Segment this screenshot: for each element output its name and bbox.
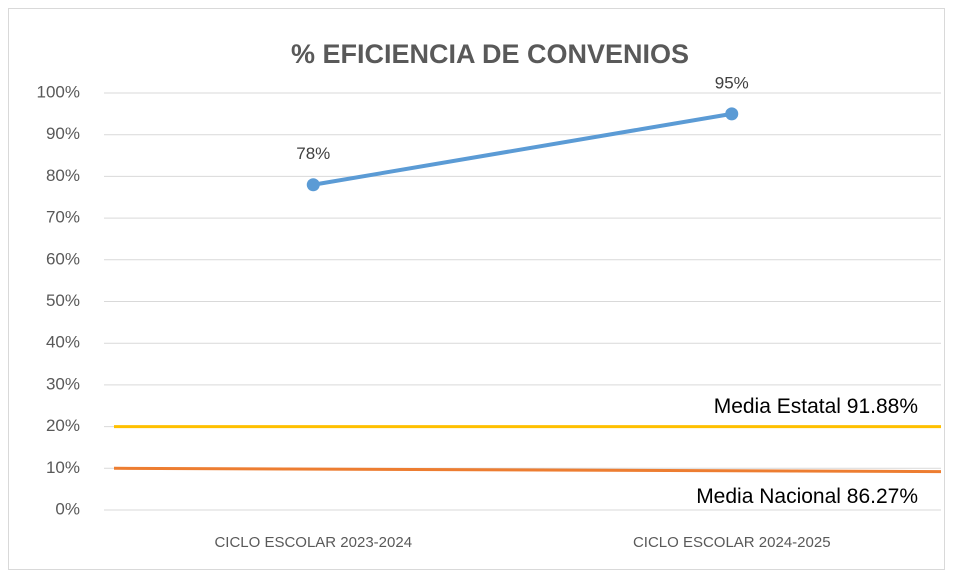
y-tick-label: 40% (46, 333, 80, 352)
y-tick-label: 100% (37, 82, 80, 101)
y-tick-label: 70% (46, 208, 80, 227)
y-tick-label: 50% (46, 291, 80, 310)
reference-label: Media Estatal 91.88% (714, 395, 918, 418)
data-label: 95% (715, 73, 749, 92)
data-point (306, 178, 320, 192)
data-label: 78% (296, 144, 330, 163)
series-line (312, 111, 733, 187)
chart-title: % EFICIENCIA DE CONVENIOS (291, 39, 689, 69)
chart-border (8, 8, 945, 570)
data-point (725, 107, 739, 121)
reference-line (113, 466, 942, 474)
reference-label: Media Nacional 86.27% (696, 485, 918, 508)
x-tick-label: CICLO ESCOLAR 2024-2025 (633, 534, 831, 551)
y-tick-label: 20% (46, 416, 80, 435)
y-tick-label: 0% (55, 499, 80, 518)
y-tick-label: 80% (46, 166, 80, 185)
y-tick-label: 90% (46, 124, 80, 143)
y-tick-label: 10% (46, 458, 80, 477)
y-tick-label: 60% (46, 249, 80, 268)
x-tick-label: CICLO ESCOLAR 2023-2024 (214, 534, 412, 551)
y-tick-label: 30% (46, 374, 80, 393)
